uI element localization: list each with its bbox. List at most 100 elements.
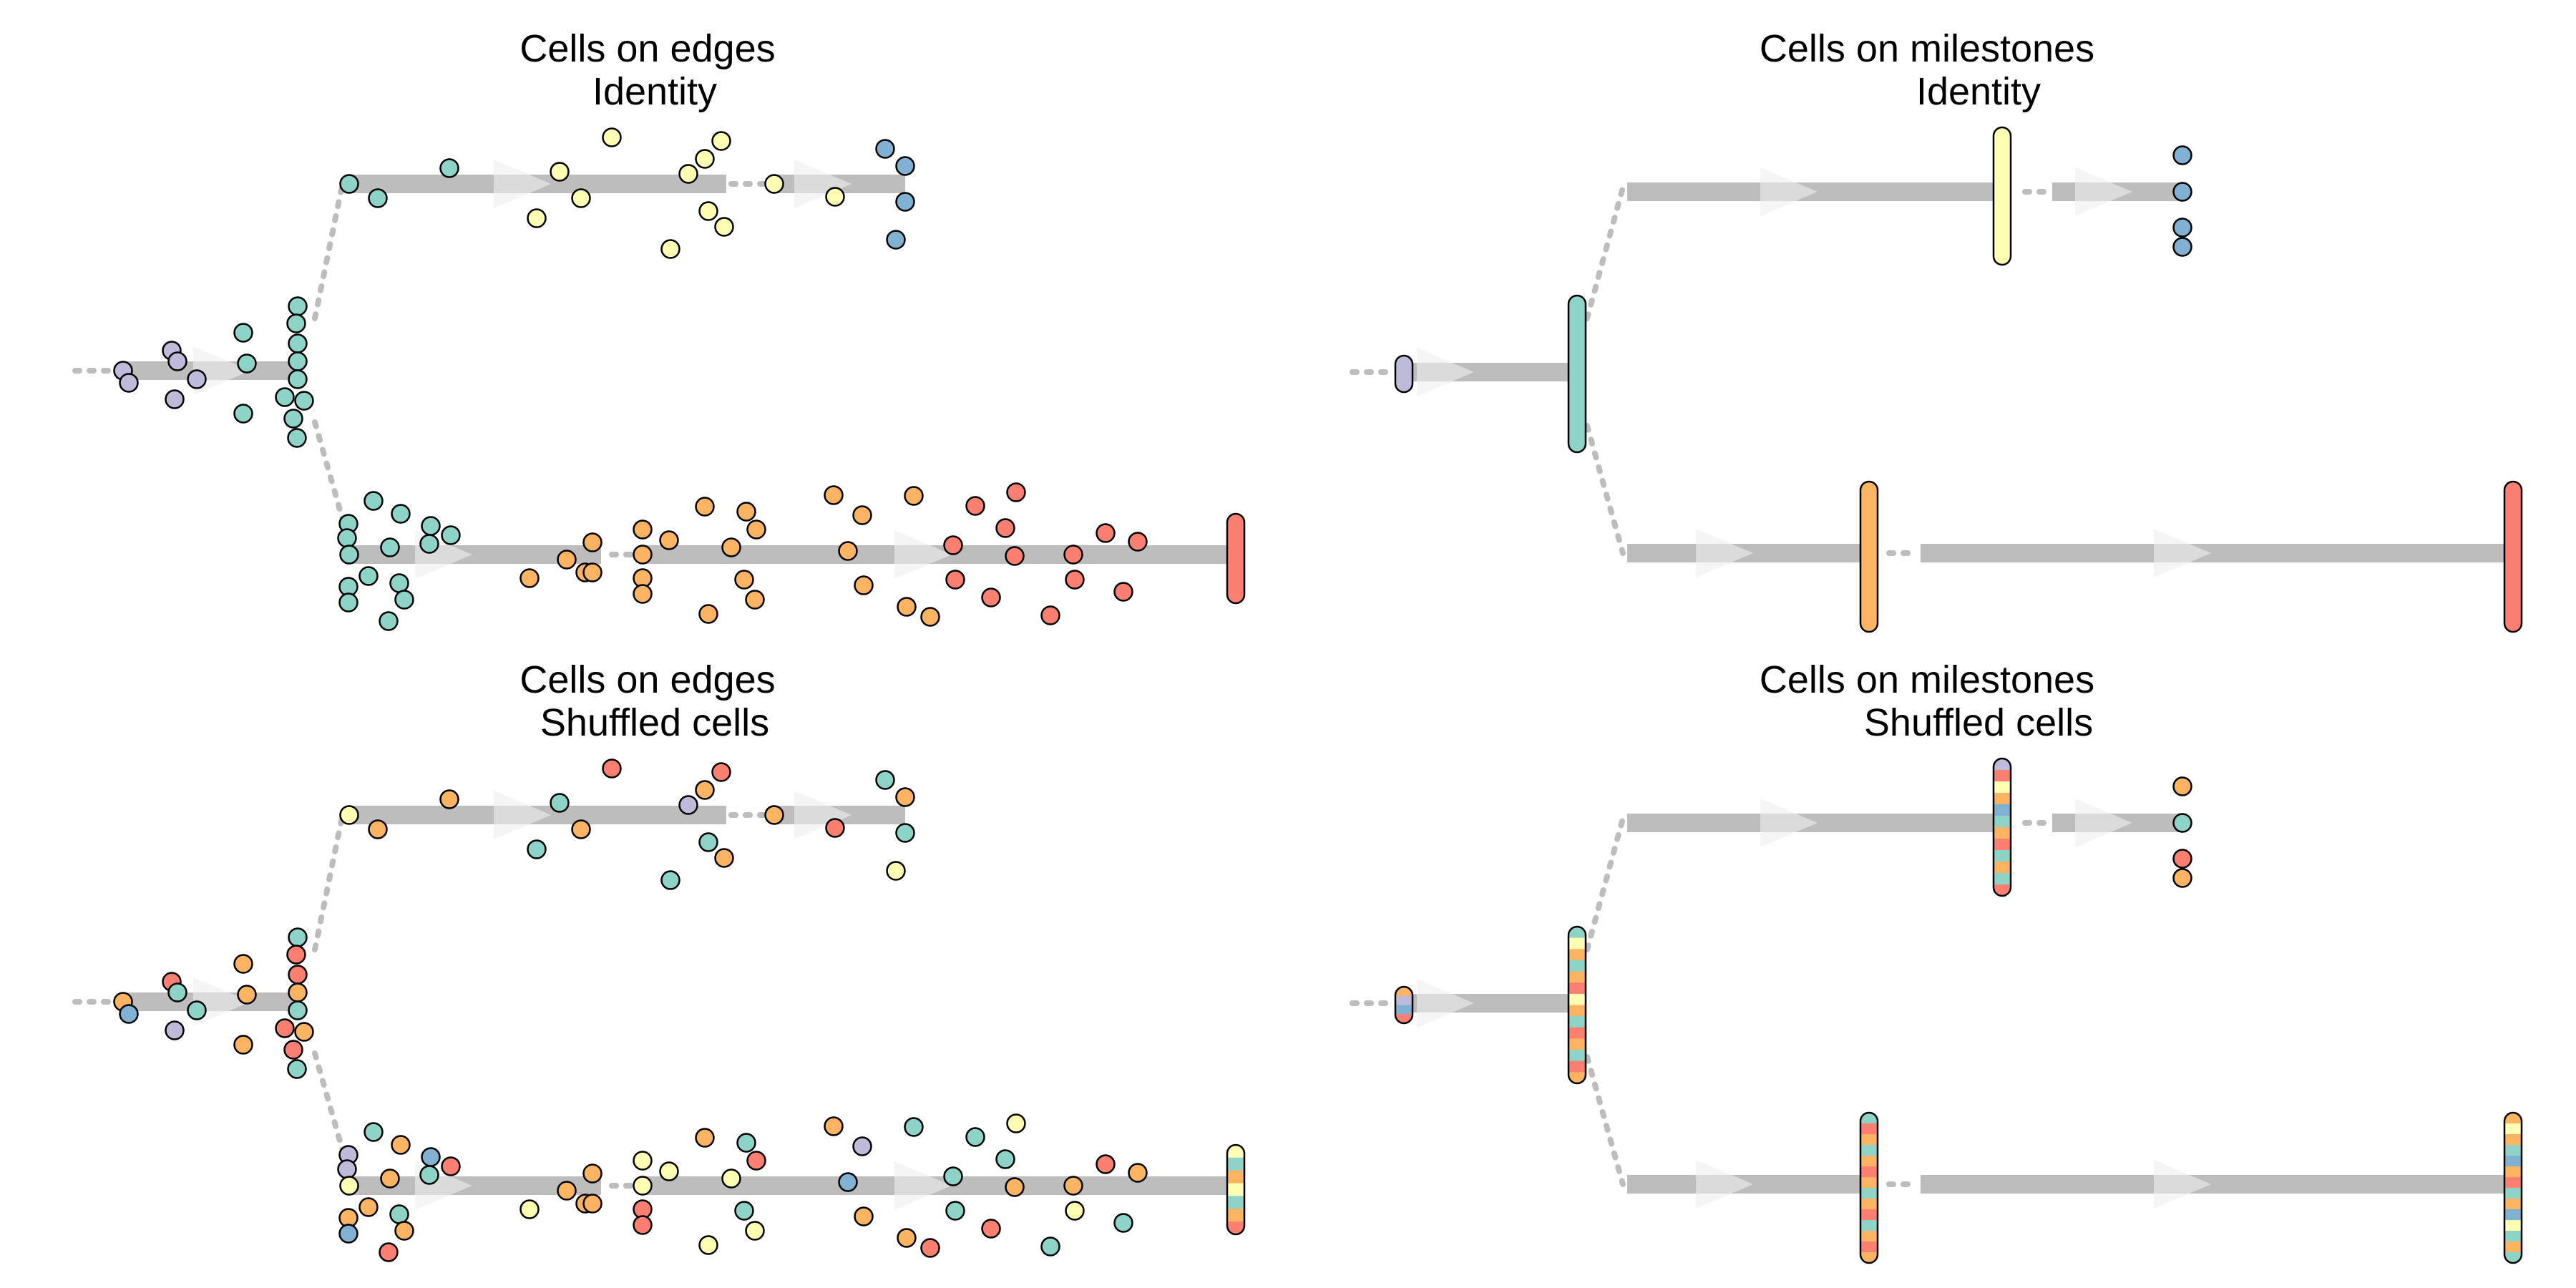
cell-point: [698, 1235, 718, 1255]
cell-point: [187, 1000, 207, 1020]
cell-point: [1128, 1163, 1148, 1183]
panel-milestones-shuffled-title: Cells on milestones Shuffled cells: [1760, 658, 2094, 744]
cell-point: [633, 519, 653, 540]
cell-point: [711, 762, 731, 782]
direction-arrow: [1696, 529, 1753, 577]
milestone-cells: [2503, 480, 2523, 633]
cell-point: [337, 528, 357, 548]
cell-point: [119, 373, 139, 393]
panel-milestones-shuffled: [1350, 757, 2523, 1264]
milestone-cell-stripe: [2504, 1231, 2522, 1242]
milestone-cell-stripe: [1994, 827, 2011, 839]
cell-point: [1113, 582, 1133, 602]
cell-point: [368, 188, 388, 208]
cell-point: [288, 1000, 308, 1020]
milestone-cell-stripe: [2504, 1156, 2522, 1167]
cell-point: [389, 573, 409, 593]
direction-arrow: [894, 530, 952, 579]
milestone-cell-stripe: [1568, 1027, 1586, 1040]
cell-point: [288, 982, 308, 1002]
milestone-outline: [1859, 1111, 1879, 1264]
cell-point: [746, 1151, 766, 1171]
cell-point: [659, 530, 679, 550]
direction-arrow: [2154, 529, 2211, 577]
milestone-cell-stripe: [1395, 1014, 1413, 1023]
cell-point: [698, 832, 718, 852]
milestone-cell-stripe: [1860, 1156, 1878, 1167]
panel-title-line2: Identity: [592, 70, 717, 113]
cell-point: [838, 541, 858, 561]
cell-point: [2172, 776, 2192, 796]
cell-point: [2172, 182, 2192, 202]
cell-point: [167, 351, 187, 371]
cell-point: [294, 1022, 314, 1042]
cell-point: [389, 1204, 409, 1224]
panel-title-line1: Cells on milestones: [1760, 658, 2094, 701]
cell-point: [904, 486, 924, 506]
cell-point: [633, 1176, 653, 1196]
milestone-cell-stripe: [1227, 1170, 1244, 1184]
milestone-cell-stripe: [1994, 816, 2011, 828]
panel-title-line1: Cells on milestones: [1760, 27, 2094, 70]
cell-point: [895, 823, 915, 843]
milestone-cell-stripe: [1860, 1134, 1878, 1146]
cell-point: [920, 1238, 940, 1258]
cell-point: [283, 1040, 303, 1060]
cell-point: [550, 162, 570, 182]
cell-point: [439, 789, 459, 809]
milestone-cells-mixed: [1395, 987, 1413, 1023]
milestone-cell-stripe: [1227, 1221, 1244, 1234]
cell-point: [721, 537, 741, 557]
cell-point: [1006, 482, 1026, 502]
cell-point: [711, 131, 731, 151]
cell-point: [698, 604, 718, 624]
cell-point: [660, 870, 680, 890]
direction-arrow: [193, 346, 250, 395]
cell-point: [1128, 532, 1148, 552]
cell-point: [695, 1128, 715, 1148]
cell-point: [379, 1242, 399, 1262]
cell-point: [2172, 218, 2192, 238]
cell-point: [582, 1194, 602, 1214]
milestone-cell-stripe: [1860, 1188, 1878, 1199]
milestone-outline: [1226, 1143, 1246, 1236]
panel-edges-shuffled-title: Cells on edges Shuffled cells: [519, 658, 775, 744]
cell-point: [1096, 523, 1116, 543]
cell-point: [633, 545, 653, 565]
cell-point: [288, 965, 308, 985]
cell-point: [275, 1018, 295, 1038]
cell-point: [854, 1206, 874, 1226]
cell-point: [571, 188, 591, 208]
direction-arrow: [1696, 1160, 1753, 1209]
milestone-cell-stripe: [1568, 971, 1586, 983]
cell-point: [854, 575, 874, 595]
cell-point: [288, 296, 308, 316]
cell-point: [945, 570, 965, 590]
cell-point: [897, 597, 917, 617]
direction-arrow: [494, 791, 551, 839]
cell-point: [1065, 1201, 1085, 1221]
cell-point: [734, 1201, 754, 1221]
milestone-cells: [1859, 480, 1879, 633]
cell-point: [943, 535, 963, 555]
panel-edges-identity-title: Cells on edges Identity: [519, 27, 775, 113]
cell-point: [339, 545, 359, 565]
cell-point: [394, 590, 414, 610]
cell-point: [633, 1215, 653, 1235]
cell-point: [678, 795, 698, 815]
cell-point: [895, 192, 915, 212]
cell-point: [981, 1219, 1001, 1239]
milestone-cell-stripe: [2504, 1199, 2522, 1210]
cell-point: [602, 127, 622, 147]
cell-point: [338, 1224, 358, 1244]
cell-point: [745, 590, 765, 610]
cell-point: [421, 516, 441, 536]
cell-point: [875, 770, 895, 790]
cell-point: [439, 158, 459, 178]
milestone-outline: [1394, 985, 1414, 1025]
cell-point: [165, 389, 185, 409]
cell-point: [288, 927, 308, 947]
direction-arrow: [894, 1161, 952, 1210]
panel-milestones-identity: [1350, 126, 2523, 633]
cell-point: [338, 592, 358, 613]
